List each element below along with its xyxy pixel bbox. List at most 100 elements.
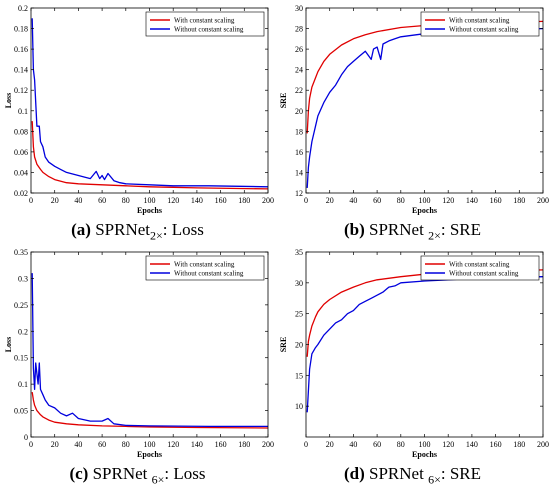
panel-c: 0 20 40 60 80 100 120 140 160 180 200 0 0.05 0.1 0.15 0… <box>0 244 275 488</box>
series-line-1 <box>31 392 269 429</box>
y-axis-label: Loss <box>4 93 13 109</box>
y-tick-label: 0.16 <box>14 45 28 54</box>
legend-box <box>420 11 540 37</box>
y-tick-label: 0.06 <box>14 148 28 157</box>
legend-label-2: Without constant scaling <box>174 270 244 278</box>
caption-b: (b) SPRNet 2×: SRE <box>275 220 550 243</box>
x-tick-label: 0 <box>304 196 308 205</box>
caption-text: SPRNet <box>90 220 150 239</box>
y-tick-label: 0 <box>24 433 28 442</box>
x-tick-label: 100 <box>419 196 431 205</box>
y-tick-label: 14 <box>295 168 303 177</box>
legend-label-2: Without constant scaling <box>174 26 244 34</box>
x-tick-label: 40 <box>74 196 82 205</box>
y-axis-label: SRE <box>279 93 288 109</box>
series-line-2 <box>306 276 544 413</box>
y-tick-label: 0.35 <box>14 248 28 257</box>
x-axis-label: Epochs <box>412 450 437 459</box>
y-tick-label: 0.15 <box>14 354 28 363</box>
y-tick-label: 30 <box>295 279 303 288</box>
series-line-2 <box>306 27 544 188</box>
x-tick-label: 160 <box>215 440 227 449</box>
x-tick-label: 0 <box>29 196 33 205</box>
x-tick-label: 100 <box>419 440 431 449</box>
x-axis-label: Epochs <box>137 450 162 459</box>
x-tick-label: 80 <box>397 440 405 449</box>
x-tick-label: 160 <box>490 440 502 449</box>
chart-loss-6x: 0 20 40 60 80 100 120 140 160 180 200 0 0.05 0.1 0.15 0… <box>4 248 274 459</box>
y-tick-label: 20 <box>295 107 303 116</box>
x-tick-label: 60 <box>98 196 106 205</box>
legend-label-1: With constant scaling <box>449 17 510 25</box>
y-tick-label: 24 <box>295 66 303 75</box>
series-line-1 <box>306 20 544 134</box>
x-tick-label: 20 <box>326 440 334 449</box>
caption-letter: (c) <box>69 464 89 483</box>
y-tick-label: 0.08 <box>14 127 28 136</box>
x-tick-label: 120 <box>442 440 454 449</box>
y-tick-label: 0.1 <box>18 107 28 116</box>
caption-letter: (d) <box>343 464 365 483</box>
x-tick-label: 160 <box>215 196 227 205</box>
legend-label-1: With constant scaling <box>174 17 235 25</box>
y-tick-label: 0.1 <box>18 380 28 389</box>
x-tick-label: 20 <box>51 440 59 449</box>
x-tick-label: 180 <box>513 196 525 205</box>
x-tick-label: 40 <box>74 440 82 449</box>
y-tick-label: 25 <box>295 310 303 319</box>
x-tick-label: 60 <box>98 440 106 449</box>
x-tick-label: 60 <box>373 440 381 449</box>
series-line-2 <box>31 273 268 428</box>
y-tick-label: 12 <box>295 189 303 198</box>
chart-sre-6x: 0 20 40 60 80 100 120 140 160 180 200 10 15 20 25 30 35 E… <box>279 248 549 459</box>
x-tick-label: 180 <box>238 196 250 205</box>
y-tick-label: 0.05 <box>14 407 28 416</box>
x-tick-label: 160 <box>490 196 502 205</box>
caption-subscript: 6× <box>151 472 165 487</box>
y-tick-label: 0.25 <box>14 301 28 310</box>
caption-subscript: 6× <box>428 472 441 487</box>
legend-label-2: Without constant scaling <box>449 26 519 34</box>
legend-box <box>420 255 540 281</box>
x-tick-label: 180 <box>238 440 250 449</box>
x-tick-label: 120 <box>442 196 454 205</box>
x-tick-label: 40 <box>349 196 357 205</box>
panel-d: 0 20 40 60 80 100 120 140 160 180 200 10 15 20 25 30 35 E… <box>275 244 550 488</box>
x-tick-label: 140 <box>191 196 203 205</box>
legend-label-1: With constant scaling <box>449 261 510 269</box>
panel-b: 0 20 40 60 80 100 120 140 160 180 200 12 14 16 18 20 22 2… <box>275 0 550 244</box>
x-tick-label: 0 <box>304 440 308 449</box>
y-tick-label: 35 <box>295 248 303 257</box>
caption-text: SPRNet <box>364 464 429 483</box>
plot-area <box>306 8 543 193</box>
chart-sre-2x: 0 20 40 60 80 100 120 140 160 180 200 12 14 16 18 20 22 2… <box>279 4 549 215</box>
x-tick-label: 0 <box>29 440 33 449</box>
x-tick-label: 80 <box>122 440 130 449</box>
x-tick-label: 200 <box>262 196 274 205</box>
y-tick-label: 0.04 <box>14 168 28 177</box>
y-tick-label: 26 <box>295 45 303 54</box>
caption-c: (c) SPRNet 6×: Loss <box>0 464 275 487</box>
x-tick-label: 120 <box>167 440 179 449</box>
y-tick-label: 0.14 <box>14 66 28 75</box>
x-tick-label: 120 <box>167 196 179 205</box>
x-tick-label: 60 <box>373 196 381 205</box>
y-tick-label: 30 <box>295 4 303 13</box>
y-tick-label: 0.2 <box>18 4 28 13</box>
chart-loss-2x: 0 20 40 60 80 100 120 140 160 180 200 0.02 0.04 0.06 0… <box>4 4 274 215</box>
x-tick-label: 140 <box>466 440 478 449</box>
caption-subscript: 2× <box>428 228 441 243</box>
y-tick-label: 10 <box>295 402 303 411</box>
legend-box <box>145 11 265 37</box>
x-tick-label: 180 <box>513 440 525 449</box>
plot-area <box>31 252 268 437</box>
y-tick-label: 0.18 <box>14 25 28 34</box>
x-tick-label: 100 <box>144 440 156 449</box>
x-axis-label: Epochs <box>137 206 162 215</box>
x-tick-label: 40 <box>349 440 357 449</box>
x-tick-label: 200 <box>537 440 549 449</box>
x-tick-label: 20 <box>326 196 334 205</box>
caption-letter: (a) <box>71 220 91 239</box>
x-tick-label: 140 <box>191 440 203 449</box>
series-line-1 <box>31 121 269 190</box>
